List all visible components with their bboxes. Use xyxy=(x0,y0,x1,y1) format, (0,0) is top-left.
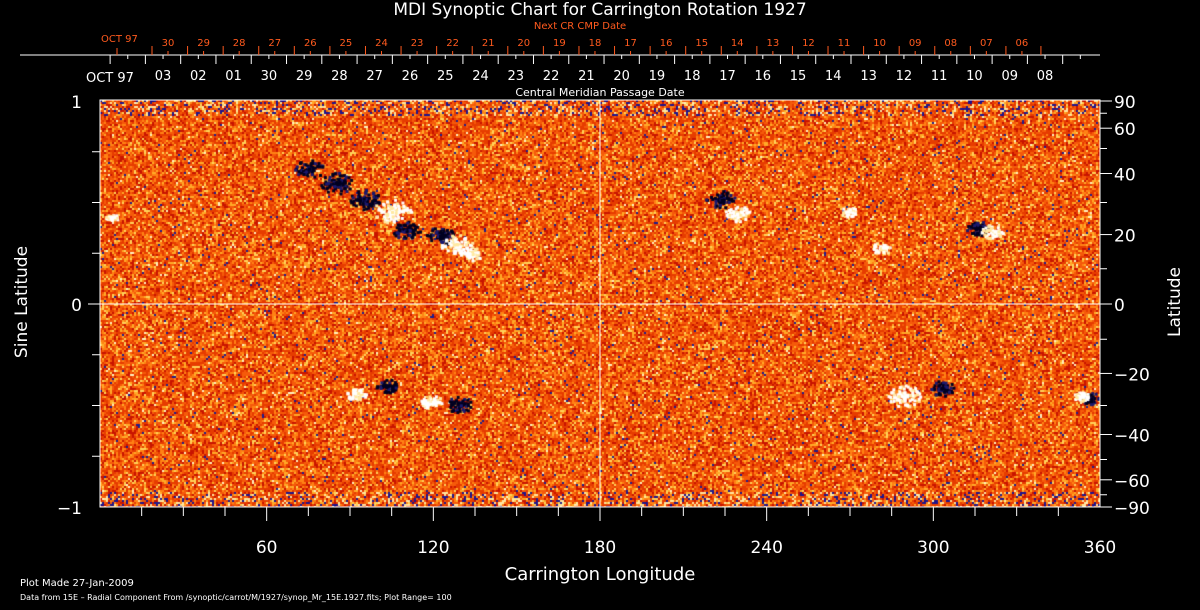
x-tick-label: 240 xyxy=(750,538,782,558)
date-label: 09 xyxy=(1001,69,1018,84)
next-date-label: 23 xyxy=(411,38,424,49)
y-tick-label-left: 0 xyxy=(71,296,82,316)
y-tick-label-right: −90 xyxy=(1114,499,1150,519)
date-label: 14 xyxy=(825,69,842,84)
next-date-label: 12 xyxy=(802,38,815,49)
next-date-label: 08 xyxy=(944,38,957,49)
date-label: 17 xyxy=(719,69,736,84)
date-label: 12 xyxy=(896,69,913,84)
next-date-label: 19 xyxy=(553,38,566,49)
next-date-label: 06 xyxy=(1016,38,1029,49)
next-date-label: 16 xyxy=(660,38,673,49)
next-date-label: 15 xyxy=(695,38,708,49)
x-tick-label: 120 xyxy=(417,538,449,558)
y-tick-label-right: 0 xyxy=(1114,296,1125,316)
next-month-label: OCT 97 xyxy=(101,34,138,45)
date-label: 13 xyxy=(860,69,877,84)
y-tick-label-right: −60 xyxy=(1114,472,1150,492)
next-date-label: 10 xyxy=(873,38,886,49)
date-label: 02 xyxy=(190,69,207,84)
next-date-label: 14 xyxy=(731,38,744,49)
chart-title: MDI Synoptic Chart for Carrington Rotati… xyxy=(393,0,807,20)
y-tick-label-right: 60 xyxy=(1114,120,1136,140)
date-label: 10 xyxy=(966,69,983,84)
y-tick-label-right: −20 xyxy=(1114,365,1150,385)
date-label: 29 xyxy=(296,69,313,84)
date-label: 03 xyxy=(155,69,172,84)
date-label: 22 xyxy=(543,69,560,84)
date-label: 28 xyxy=(331,69,348,84)
date-label: 08 xyxy=(1037,69,1054,84)
date-label: 27 xyxy=(366,69,383,84)
x-tick-label: 300 xyxy=(917,538,949,558)
date-label: 26 xyxy=(402,69,419,84)
cmp-axis-label: Central Meridian Passage Date xyxy=(515,86,685,99)
next-date-label: 07 xyxy=(980,38,993,49)
date-label: 11 xyxy=(931,69,948,84)
next-date-label: 25 xyxy=(340,38,353,49)
y-tick-label-left: −1 xyxy=(57,499,82,519)
date-label: 16 xyxy=(754,69,771,84)
date-label: 30 xyxy=(261,69,278,84)
date-label: 18 xyxy=(684,69,701,84)
date-label: 01 xyxy=(225,69,242,84)
y-tick-label-right: 40 xyxy=(1114,166,1136,186)
x-tick-label: 180 xyxy=(584,538,616,558)
next-date-label: 09 xyxy=(909,38,922,49)
date-label: 20 xyxy=(613,69,630,84)
x-tick-label: 60 xyxy=(256,538,278,558)
next-date-label: 26 xyxy=(304,38,317,49)
next-date-label: 29 xyxy=(197,38,210,49)
date-label: 21 xyxy=(578,69,595,84)
next-date-label: 28 xyxy=(233,38,246,49)
date-month-label: OCT 97 xyxy=(86,71,134,86)
plot-made-note: Plot Made 27-Jan-2009 xyxy=(20,578,134,589)
next-date-label: 21 xyxy=(482,38,495,49)
y-tick-label-right: 20 xyxy=(1114,227,1136,247)
next-cmp-axis-label: Next CR CMP Date xyxy=(533,21,627,32)
date-label: 23 xyxy=(508,69,525,84)
y-tick-label-left: 1 xyxy=(71,93,82,113)
date-label: 24 xyxy=(472,69,489,84)
y-tick-label-right: 90 xyxy=(1114,93,1136,113)
data-source-note: Data from 15E – Radial Component From /s… xyxy=(20,593,452,602)
y-tick-label-right: −40 xyxy=(1114,426,1150,446)
next-date-label: 30 xyxy=(162,38,175,49)
next-date-label: 24 xyxy=(375,38,388,49)
next-date-label: 22 xyxy=(446,38,459,49)
next-date-label: 27 xyxy=(268,38,281,49)
next-date-label: 17 xyxy=(624,38,637,49)
date-label: 19 xyxy=(649,69,666,84)
next-date-label: 20 xyxy=(517,38,530,49)
next-date-label: 18 xyxy=(589,38,602,49)
next-date-label: 11 xyxy=(838,38,851,49)
x-tick-label: 360 xyxy=(1084,538,1116,558)
date-label: 15 xyxy=(790,69,807,84)
next-date-label: 13 xyxy=(766,38,779,49)
date-label: 25 xyxy=(437,69,454,84)
x-axis-label: Carrington Longitude xyxy=(504,564,696,585)
